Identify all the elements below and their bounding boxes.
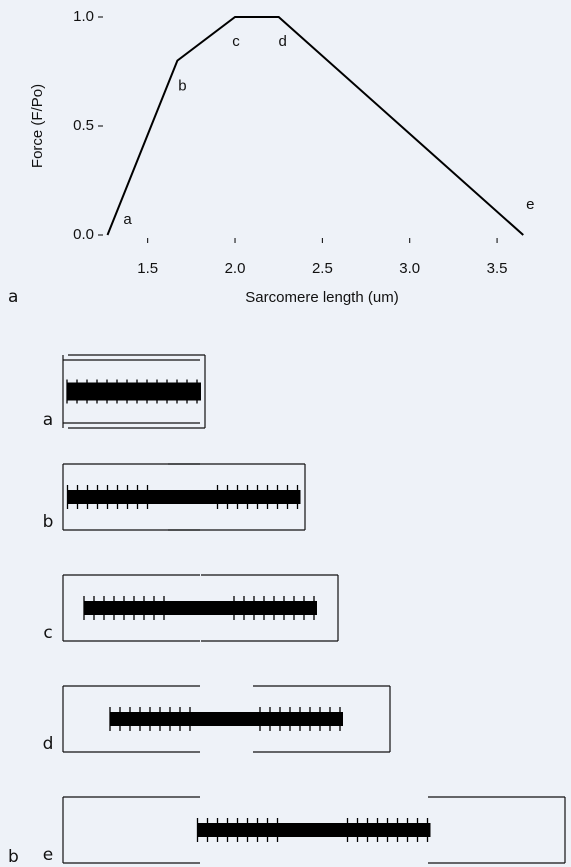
thick-filament <box>84 601 317 615</box>
y-axis-label: Force (F/Po) <box>29 84 46 168</box>
thick-filament <box>197 823 431 837</box>
panel-label: b <box>8 847 19 867</box>
x-tick-label: 2.5 <box>312 260 333 277</box>
x-tick-label: 3.5 <box>487 260 508 277</box>
y-tick-label: 1.0 <box>73 8 94 25</box>
point-label: d <box>279 33 287 50</box>
row-label: c <box>43 623 52 643</box>
x-axis-label: Sarcomere length (um) <box>245 289 398 306</box>
row-label: e <box>43 845 53 865</box>
force-line <box>106 16 524 236</box>
thick-filament <box>110 712 343 726</box>
panel-label: a <box>8 287 18 307</box>
point-label: a <box>123 211 132 228</box>
point-label: e <box>526 196 534 213</box>
point-label: b <box>178 78 186 95</box>
thick-filament <box>67 490 301 504</box>
y-tick-label: 0.5 <box>73 117 94 134</box>
row-label: a <box>43 410 53 430</box>
x-tick-label: 2.0 <box>225 260 246 277</box>
x-tick-label: 1.5 <box>137 260 158 277</box>
x-tick-label: 3.0 <box>399 260 420 277</box>
point-label: c <box>232 33 240 50</box>
y-tick-label: 0.0 <box>73 226 94 243</box>
row-label: b <box>43 512 54 532</box>
row-label: d <box>43 734 54 754</box>
